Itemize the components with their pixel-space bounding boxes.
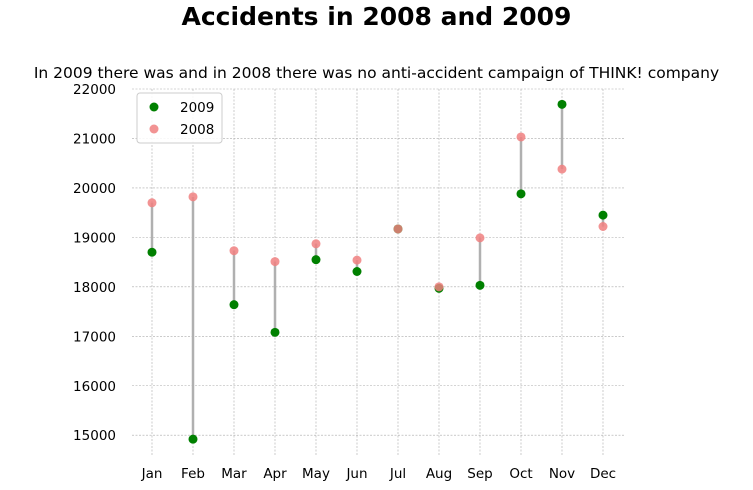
- chart-title: Accidents in 2008 and 2009: [181, 2, 572, 31]
- legend-label-2008: 2008: [180, 122, 214, 138]
- x-tick-label-jan: Jan: [141, 466, 163, 482]
- x-tick-label-feb: Feb: [181, 466, 205, 482]
- legend-frame: [136, 92, 223, 144]
- y-tick-label-15000: 15000: [73, 428, 116, 444]
- point-2009-feb: [188, 434, 198, 444]
- x-tick-label-aug: Aug: [426, 466, 452, 482]
- y-tick-label-18000: 18000: [73, 280, 116, 296]
- x-tick-label-may: May: [302, 466, 330, 482]
- legend-label-2009: 2009: [180, 100, 214, 116]
- x-tick-label-oct: Oct: [509, 466, 532, 482]
- x-tick-label-apr: Apr: [263, 466, 287, 482]
- point-2008-jun: [352, 255, 362, 265]
- x-tick-label-nov: Nov: [549, 466, 575, 482]
- y-axis: 15000 16000 17000 18000 19000 20000 21000 22000: [73, 82, 116, 444]
- point-2009-sep: [475, 280, 485, 290]
- x-tick-label-dec: Dec: [590, 466, 616, 482]
- point-2008-nov: [557, 164, 567, 174]
- y-tick-label-19000: 19000: [73, 230, 116, 246]
- point-2009-jan: [147, 247, 157, 257]
- legend-marker-2008: [149, 124, 159, 134]
- y-tick-label-20000: 20000: [73, 181, 116, 197]
- point-2008-apr: [270, 257, 280, 267]
- y-tick-label-21000: 21000: [73, 131, 116, 147]
- grid-lines: [132, 88, 624, 455]
- point-2009-dec: [598, 210, 608, 220]
- data-points: [147, 99, 608, 444]
- point-2009-apr: [270, 327, 280, 337]
- x-tick-label-jun: Jun: [345, 466, 367, 482]
- point-2008-mar: [229, 246, 239, 256]
- x-tick-label-mar: Mar: [221, 466, 247, 482]
- point-2009-may: [311, 255, 321, 265]
- legend: 2009 2008: [136, 92, 223, 144]
- point-2008-jul: [393, 224, 403, 234]
- point-2009-oct: [516, 189, 526, 199]
- x-tick-label-sep: Sep: [467, 466, 492, 482]
- connector-lines: [150, 104, 605, 440]
- point-2008-oct: [516, 132, 526, 142]
- point-2009-mar: [229, 300, 239, 310]
- legend-marker-2009: [149, 102, 159, 112]
- point-2008-feb: [188, 192, 198, 202]
- x-axis: Jan Feb Mar Apr May Jun Jul Aug Sep Oct Nov Dec: [141, 466, 616, 482]
- point-2008-dec: [598, 221, 608, 231]
- y-tick-label-17000: 17000: [73, 329, 116, 345]
- point-2008-jan: [147, 198, 157, 208]
- point-2009-nov: [557, 99, 567, 109]
- chart-subtitle: In 2009 there was and in 2008 there was …: [33, 64, 720, 82]
- point-2008-aug: [434, 282, 444, 292]
- y-tick-label-16000: 16000: [73, 379, 116, 395]
- x-tick-label-jul: Jul: [389, 466, 406, 482]
- y-tick-label-22000: 22000: [73, 82, 116, 98]
- point-2008-may: [311, 239, 321, 249]
- point-2008-sep: [475, 233, 485, 243]
- point-2009-jun: [352, 267, 362, 277]
